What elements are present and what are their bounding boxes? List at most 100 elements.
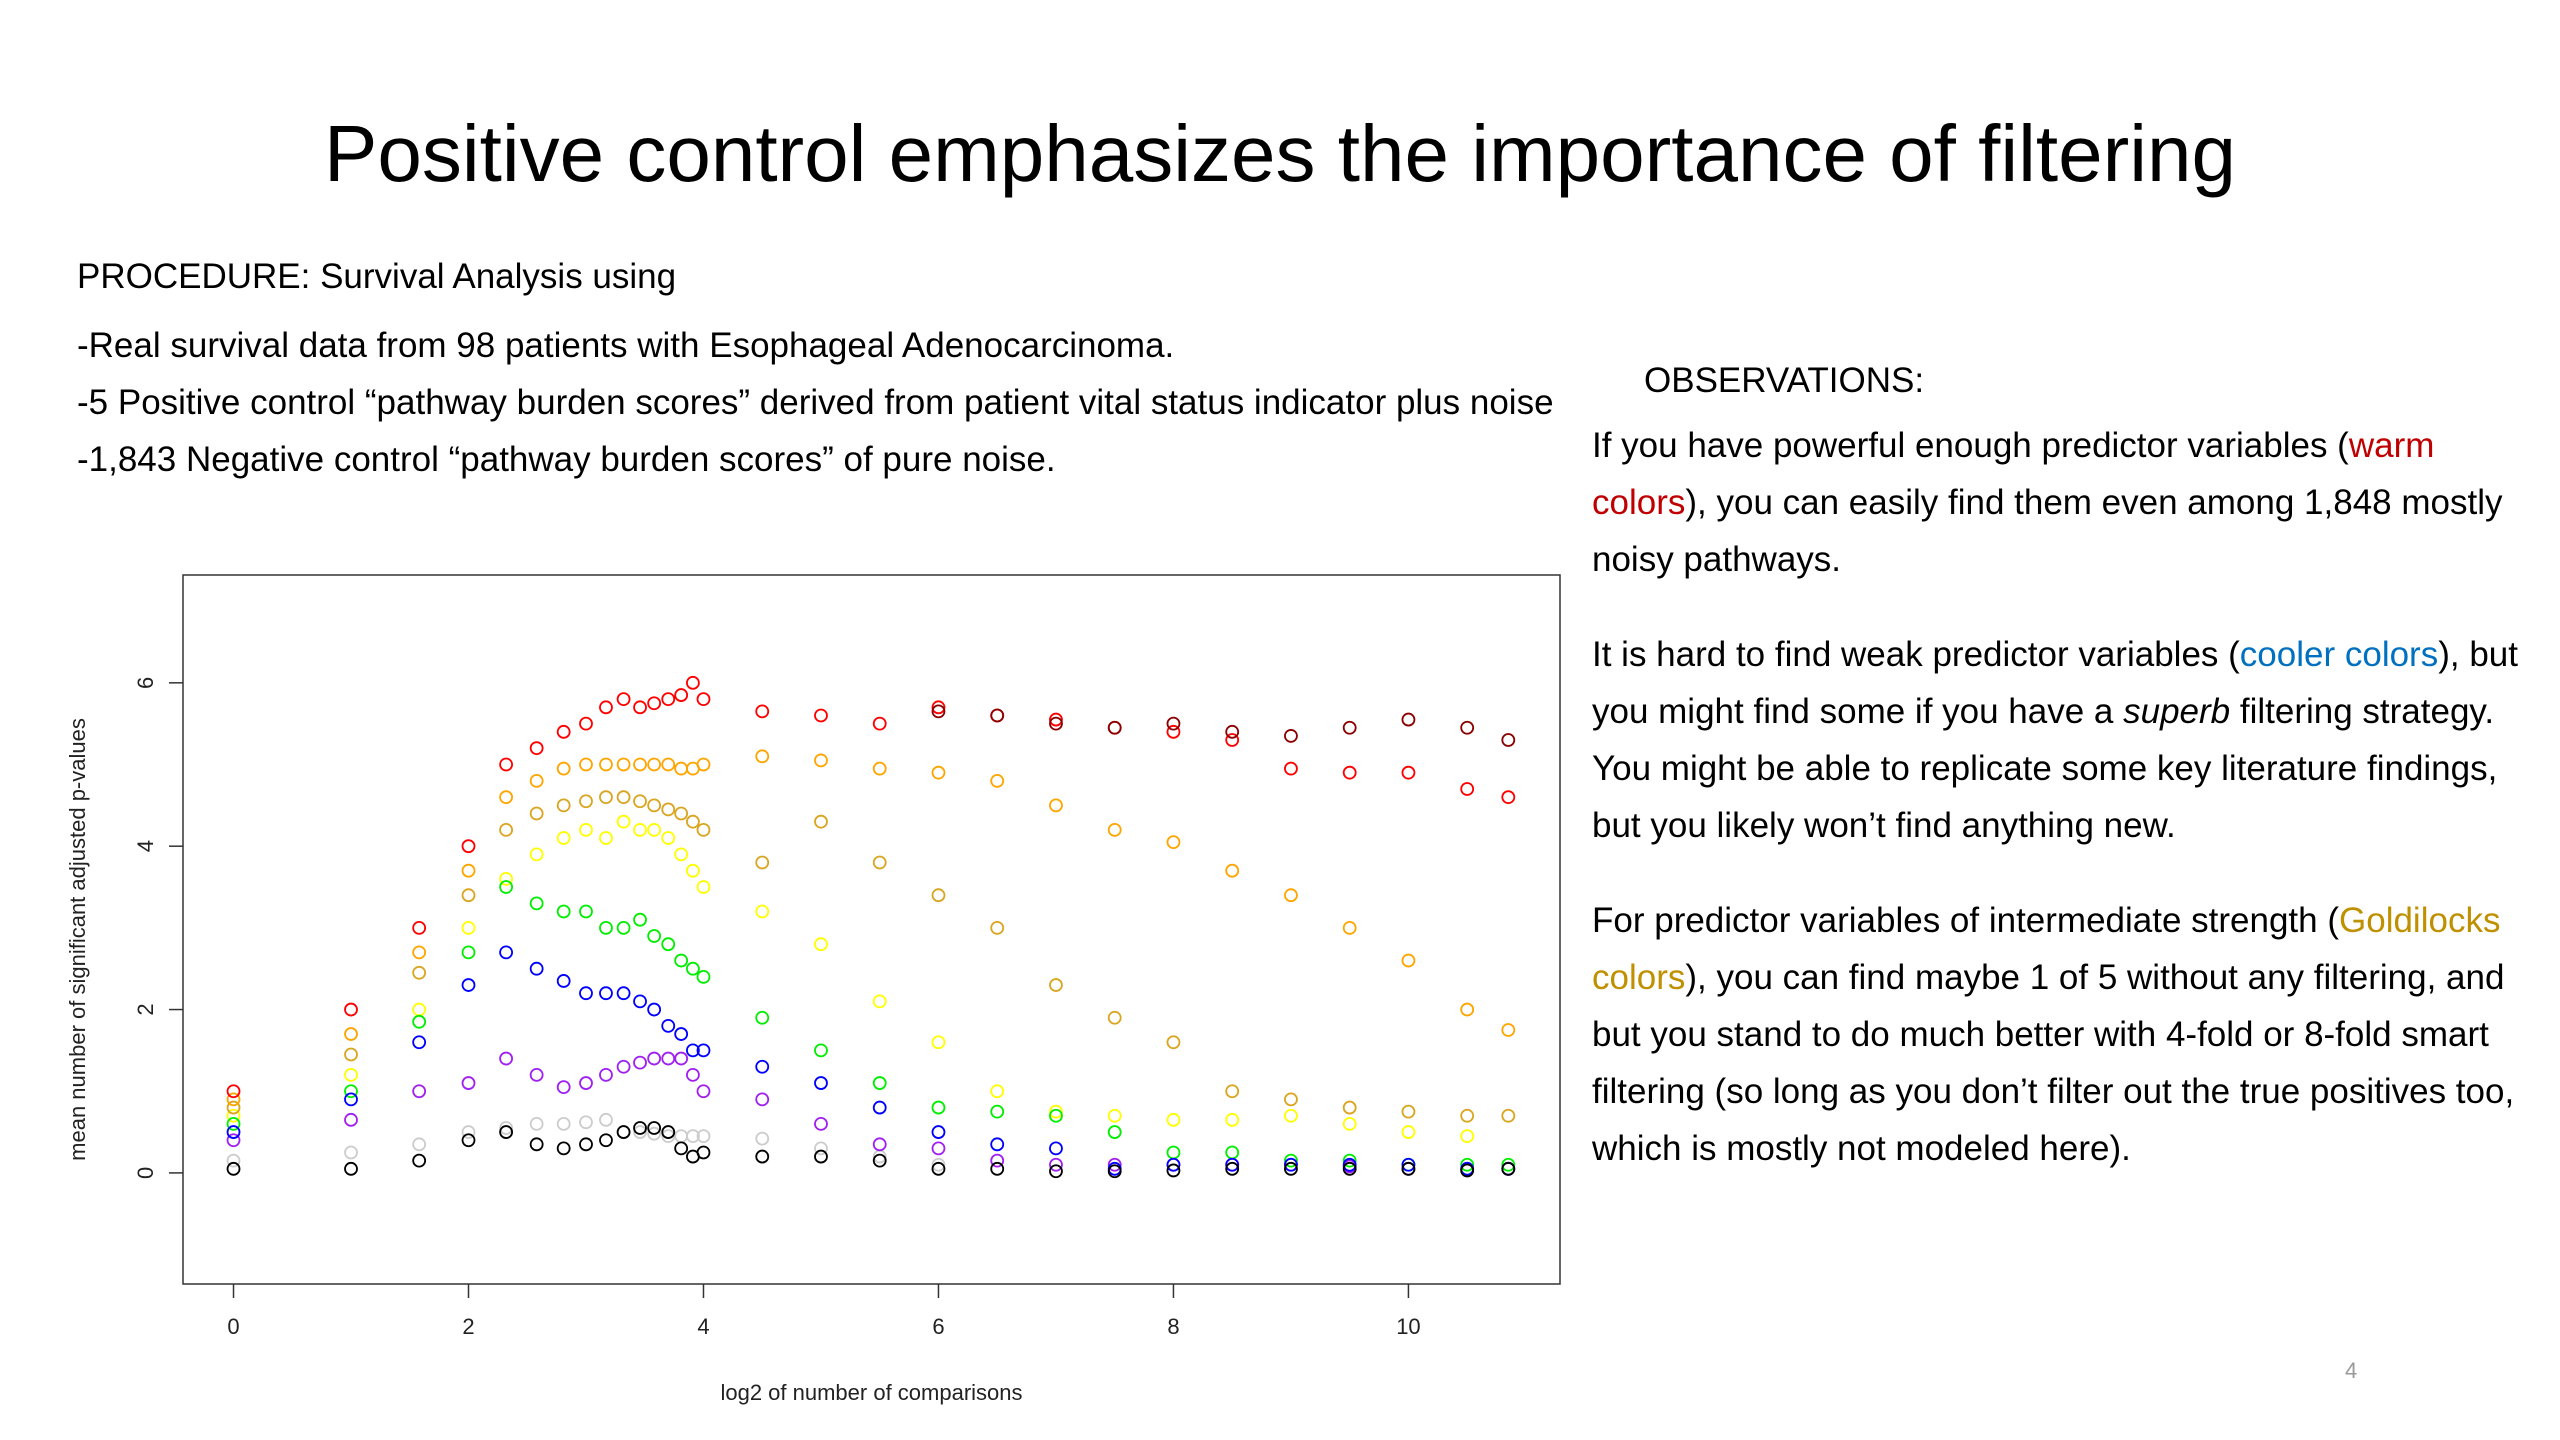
point: [226, 1161, 241, 1176]
point: [647, 1126, 662, 1141]
observation-paragraph: If you have powerful enough predictor va…: [1592, 417, 2547, 588]
text-run: Goldilocks colors: [1592, 901, 2501, 997]
point: [872, 716, 887, 731]
point: [1284, 761, 1298, 776]
point: [661, 1129, 676, 1144]
point: [529, 961, 544, 976]
point: [1284, 729, 1298, 743]
point: [344, 1067, 358, 1082]
point: [1460, 1002, 1475, 1017]
point: [616, 1125, 631, 1139]
point: [1284, 1157, 1298, 1172]
point: [814, 753, 828, 768]
point: [579, 1076, 593, 1090]
point: [226, 1153, 241, 1168]
point: [226, 1092, 241, 1107]
point: [1049, 712, 1063, 727]
point: [686, 814, 700, 829]
point: [814, 708, 828, 723]
point: [633, 912, 647, 927]
slide-title: Positive control emphasizes the importan…: [323, 109, 2237, 198]
point: [755, 1059, 770, 1074]
point: [1107, 1164, 1122, 1179]
point: [1342, 765, 1357, 780]
procedure-item: -5 Positive control “pathway burden scor…: [77, 383, 1554, 422]
point: [633, 1121, 647, 1135]
point: [1049, 1164, 1063, 1179]
point: [1401, 1104, 1416, 1119]
point: [633, 757, 647, 772]
point: [1460, 1129, 1475, 1144]
text-run: If you have powerful enough predictor va…: [1592, 426, 2349, 465]
point: [579, 716, 593, 731]
point: [674, 688, 689, 702]
point: [686, 1043, 700, 1058]
point: [647, 757, 662, 772]
point: [647, 929, 662, 943]
point: [990, 1104, 1005, 1119]
point: [1460, 1157, 1475, 1172]
point: [1166, 1035, 1181, 1050]
point: [499, 1121, 514, 1135]
point: [616, 757, 631, 772]
point: [814, 1149, 828, 1164]
point: [1342, 720, 1357, 735]
point: [1049, 1108, 1063, 1123]
point: [814, 1117, 828, 1131]
point: [579, 1137, 593, 1152]
point: [226, 1100, 241, 1115]
point: [872, 1076, 887, 1090]
point: [1401, 1157, 1416, 1172]
point: [872, 994, 887, 1009]
point: [529, 741, 544, 756]
point: [696, 692, 711, 707]
point: [931, 1157, 946, 1172]
point: [931, 765, 946, 780]
point: [931, 700, 946, 715]
point: [599, 757, 613, 772]
text-run: For predictor variables of intermediate …: [1592, 901, 2339, 940]
point: [872, 1137, 887, 1152]
point: [1401, 765, 1416, 780]
point: [226, 1084, 241, 1099]
point: [1166, 716, 1181, 731]
point: [661, 1018, 676, 1033]
point: [599, 1112, 613, 1127]
point: [755, 1131, 770, 1146]
point: [990, 1161, 1005, 1176]
point: [755, 704, 770, 719]
text-run: ), but you might find some if you have a: [1592, 635, 2518, 731]
point: [412, 1035, 427, 1050]
point: [1107, 1157, 1122, 1172]
point: [1342, 1157, 1357, 1172]
point: [1460, 1163, 1475, 1178]
point: [344, 1027, 358, 1041]
point: [226, 1133, 241, 1148]
point: [616, 790, 631, 805]
point: [599, 700, 613, 715]
point: [599, 986, 613, 1001]
point: [461, 863, 476, 878]
point: [1225, 724, 1240, 739]
procedure-item: -1,843 Negative control “pathway burden …: [77, 440, 1056, 479]
point: [556, 1141, 571, 1156]
text-run: filtering strategy. You might be able to…: [1592, 692, 2498, 845]
observation-paragraph: For predictor variables of intermediate …: [1592, 892, 2547, 1177]
procedure-heading: PROCEDURE: Survival Analysis using: [77, 257, 677, 296]
point: [599, 920, 613, 935]
point: [674, 761, 689, 776]
point: [556, 904, 571, 919]
point: [529, 1137, 544, 1152]
point: [556, 1117, 571, 1131]
point: [579, 1115, 593, 1130]
point: [1401, 953, 1416, 968]
point: [1225, 1145, 1240, 1160]
point: [872, 1100, 887, 1115]
point: [931, 888, 946, 903]
point: [556, 1080, 571, 1095]
text-run: superb: [2123, 692, 2231, 731]
point: [1225, 733, 1240, 747]
point: [1460, 720, 1475, 735]
point: [1049, 798, 1063, 813]
point: [1107, 822, 1122, 837]
